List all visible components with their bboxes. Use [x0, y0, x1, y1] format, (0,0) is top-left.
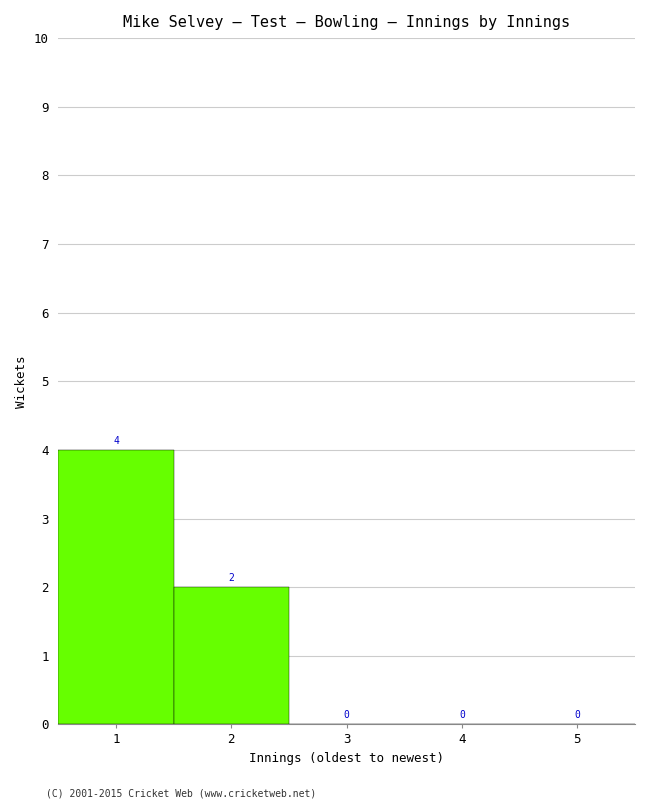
Title: Mike Selvey – Test – Bowling – Innings by Innings: Mike Selvey – Test – Bowling – Innings b…: [123, 15, 570, 30]
Bar: [174, 587, 289, 725]
Text: (C) 2001-2015 Cricket Web (www.cricketweb.net): (C) 2001-2015 Cricket Web (www.cricketwe…: [46, 788, 316, 798]
Text: 0: 0: [575, 710, 580, 720]
Text: 0: 0: [344, 710, 350, 720]
Y-axis label: Wickets: Wickets: [15, 355, 28, 407]
Text: 0: 0: [459, 710, 465, 720]
X-axis label: Innings (oldest to newest): Innings (oldest to newest): [249, 752, 444, 765]
Text: 4: 4: [113, 436, 119, 446]
Bar: [58, 450, 174, 725]
Text: 2: 2: [228, 573, 234, 583]
